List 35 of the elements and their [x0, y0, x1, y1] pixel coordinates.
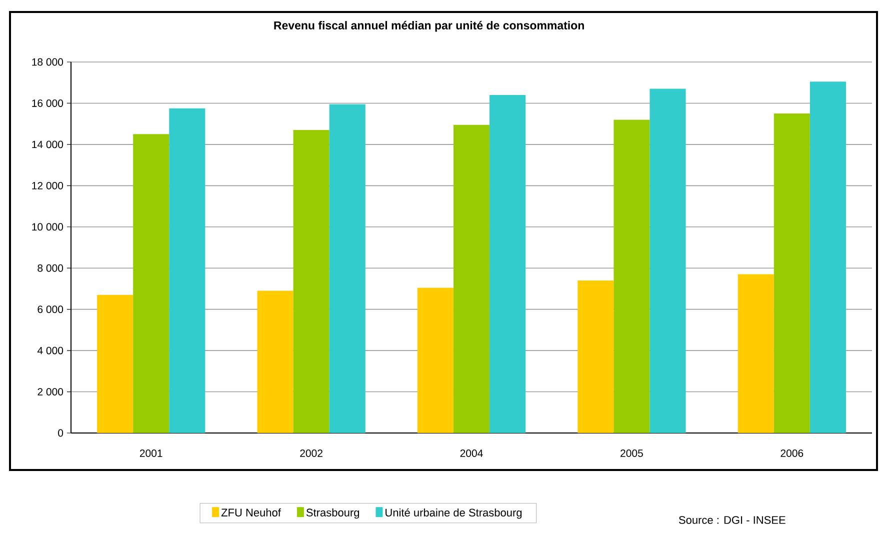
- bar: [578, 280, 614, 433]
- x-tick-label: 2002: [300, 450, 322, 457]
- y-tick-label: 4 000: [37, 346, 64, 354]
- bar: [810, 82, 846, 433]
- chart-title: Revenu fiscal annuel médian par unité de consommation: [274, 20, 584, 32]
- y-tick-label: 2 000: [38, 388, 64, 396]
- y-tick-label: 12 000: [32, 182, 64, 190]
- y-tick-label: 6 000: [38, 306, 64, 314]
- bar: [614, 120, 650, 433]
- bar: [257, 290, 294, 433]
- bar: [97, 294, 134, 433]
- bar: [453, 124, 490, 433]
- y-tick-label: 0: [58, 429, 64, 437]
- bar: [650, 88, 686, 433]
- x-tick-label: 2001: [140, 450, 162, 457]
- y-tick-label: 10 000: [32, 223, 64, 231]
- y-tick-label: 16 000: [32, 100, 64, 107]
- x-tick-label: 2006: [780, 450, 804, 457]
- bar: [490, 94, 526, 433]
- source-note: Source : DGI - INSEE: [678, 516, 786, 524]
- bar: [417, 288, 454, 433]
- bar: [169, 108, 206, 433]
- bar: [133, 134, 170, 433]
- legend-label: ZFU Neuhof: [221, 508, 281, 516]
- x-tick-label: 2004: [460, 450, 483, 457]
- y-tick-label: 14 000: [32, 140, 64, 148]
- legend-label: Strasbourg: [306, 508, 360, 519]
- y-tick-label: 8 000: [38, 264, 64, 272]
- bar: [774, 114, 810, 433]
- x-tick-label: 2005: [620, 450, 643, 457]
- y-tick-label: 18 000: [32, 58, 64, 66]
- bar: [329, 104, 366, 433]
- bar: [738, 274, 774, 433]
- legend-label: Unité urbaine de Strasbourg: [386, 508, 522, 519]
- bar: [293, 130, 330, 433]
